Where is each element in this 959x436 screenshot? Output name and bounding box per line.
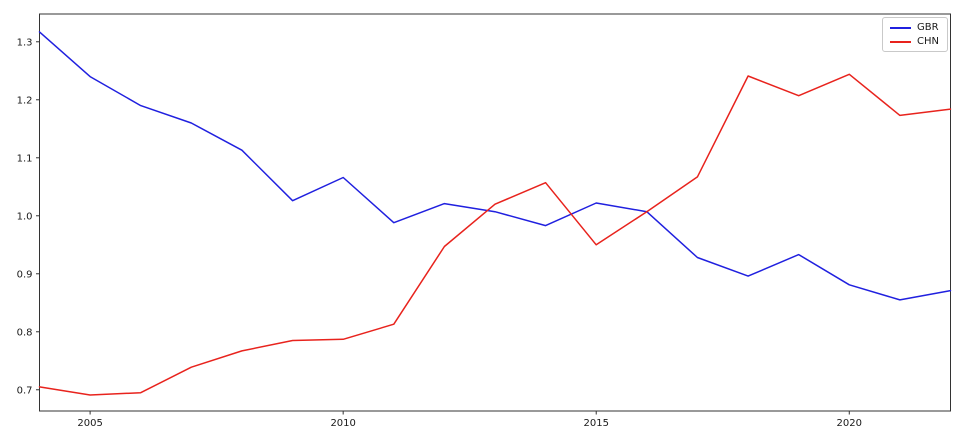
legend: GBR CHN: [882, 17, 948, 52]
y-tick-label: 1.3: [17, 37, 33, 48]
legend-label-chn: CHN: [917, 36, 939, 47]
axes-spines: [39, 13, 951, 412]
y-tick-label: 0.8: [17, 327, 33, 338]
y-tick-label: 0.7: [17, 385, 33, 396]
x-tick-label: 2005: [77, 418, 102, 429]
legend-line-swatch-chn: [890, 40, 912, 43]
y-tick-label: 1.1: [17, 153, 33, 164]
x-tick-label: 2010: [330, 418, 355, 429]
legend-label-gbr: GBR: [917, 22, 939, 33]
series-line-gbr: [38, 31, 952, 301]
legend-line-swatch-gbr: [890, 26, 912, 29]
y-tick-label: 0.9: [17, 269, 33, 280]
y-tick-label: 1.2: [17, 95, 33, 106]
legend-item-chn: CHN: [890, 36, 939, 47]
series-line-chn: [38, 73, 952, 396]
y-tick-label: 1.0: [17, 211, 33, 222]
x-tick-label: 2015: [583, 418, 608, 429]
legend-item-gbr: GBR: [890, 22, 939, 33]
x-tick-label: 2020: [837, 418, 862, 429]
